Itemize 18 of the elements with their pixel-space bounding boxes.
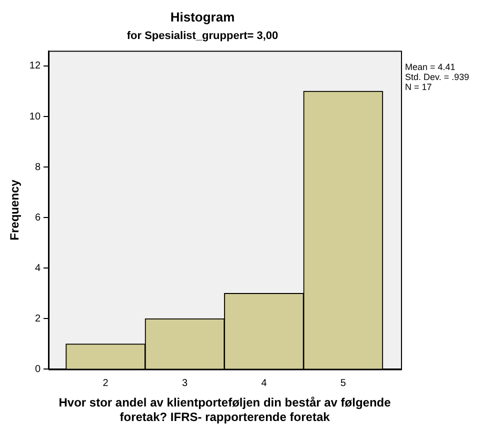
y-tick-label: 12	[29, 60, 41, 72]
y-tick-label: 4	[34, 262, 41, 274]
y-tick-label: 6	[34, 212, 41, 224]
x-tick-label: 3	[182, 378, 188, 389]
y-tick-label: 2	[34, 313, 41, 324]
x-tick-label: 4	[261, 378, 268, 389]
x-tick-label: 2	[102, 378, 109, 389]
y-tick-label: 0	[34, 364, 41, 375]
text: Std. Dev. = .939	[405, 72, 470, 82]
y-tick-label: 10	[29, 111, 41, 122]
text: N = 17	[405, 82, 432, 92]
x-tick-label: 5	[340, 378, 346, 389]
chart-title: Histogram	[170, 9, 235, 24]
text: Mean = 4.41	[405, 62, 456, 72]
y-tick-label: 8	[34, 162, 41, 173]
x-axis-title: Hvor stor andel av klientporteføljen din består av følgende foretak? IFRS- rapporterende foretak	[58, 396, 392, 424]
y-axis-title: Frequency	[8, 179, 22, 240]
chart-subtitle: for Spesialist_gruppert= 3,00	[126, 30, 278, 42]
